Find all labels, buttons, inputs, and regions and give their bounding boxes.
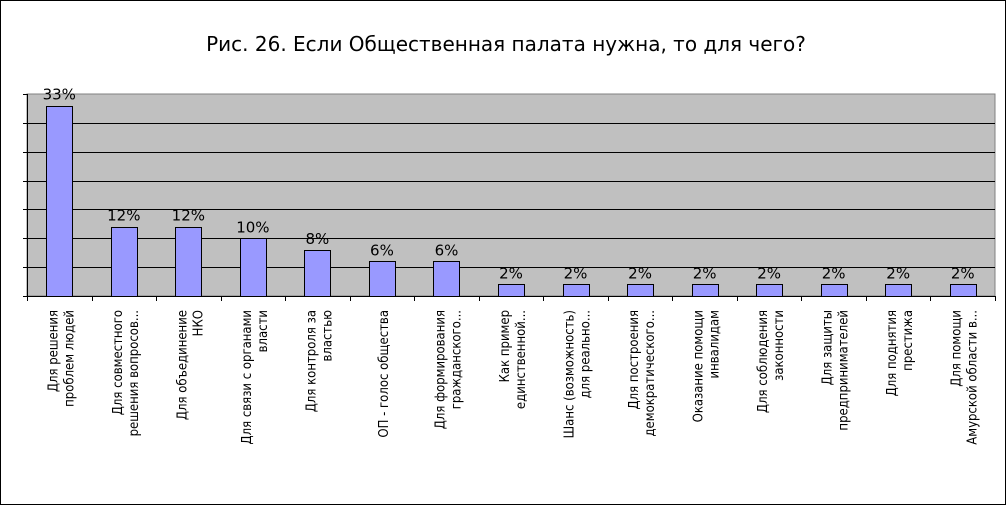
- x-tick-label-line: Для защиты: [821, 310, 836, 385]
- x-tick-label-line: решения вопросов...: [127, 310, 142, 436]
- data-label: 2%: [757, 264, 781, 282]
- data-label: 6%: [435, 241, 459, 259]
- bar: [885, 284, 912, 297]
- x-tick-label-line: Для объединение: [175, 310, 190, 420]
- x-tick-label-line: для реально...: [579, 310, 594, 398]
- bar: [175, 227, 202, 297]
- x-tick-label-line: НКО: [191, 310, 206, 336]
- bar: [433, 261, 460, 297]
- data-label: 10%: [236, 218, 269, 236]
- data-label: 2%: [564, 264, 588, 282]
- x-tick-label-line: Для формирования: [433, 310, 448, 429]
- x-tick-label-line: Для совместного: [111, 310, 126, 415]
- bar: [369, 261, 396, 297]
- x-tick-label-line: демократического...: [643, 310, 658, 437]
- data-label: 2%: [886, 264, 910, 282]
- data-label: 6%: [370, 241, 394, 259]
- x-tick-label: Для совместногорешения вопросов...: [111, 310, 142, 436]
- x-tick-label-line: Как пример: [498, 310, 513, 382]
- x-tick-label-line: Шанс (возможность): [563, 310, 578, 438]
- x-tick-label-line: Для помощи: [950, 310, 965, 387]
- bar: [46, 106, 73, 297]
- bar: [821, 284, 848, 297]
- data-label: 12%: [107, 207, 140, 225]
- bar: [950, 284, 977, 297]
- data-label: 8%: [306, 230, 330, 248]
- bar: [756, 284, 783, 297]
- x-tick-label-line: ОП - голос общества: [377, 310, 392, 438]
- x-tick-label: Для соблюдениязаконности: [756, 310, 787, 413]
- data-label: 12%: [172, 207, 205, 225]
- data-label: 2%: [951, 264, 975, 282]
- bar: [692, 284, 719, 297]
- bar: [240, 238, 267, 297]
- x-tick-label-line: проблем людей: [62, 310, 77, 407]
- x-tick-label-line: Для построения: [627, 310, 642, 409]
- plot-area: 33% Для решенияпроблем людей 12% Для совмес…: [23, 86, 996, 445]
- x-tick-label: Для связи с органамивласти: [240, 310, 271, 445]
- x-tick-label-line: власти: [256, 310, 271, 352]
- data-label: 2%: [628, 264, 652, 282]
- x-tick-label-line: единственной...: [514, 310, 529, 409]
- x-tick-label-line: Для контроля за: [304, 310, 319, 412]
- data-label: 2%: [499, 264, 523, 282]
- x-tick-label: ОП - голос общества: [377, 310, 392, 438]
- x-tick-label: Для помощиАмурской области в...: [950, 310, 981, 445]
- x-tick-label-line: престижа: [901, 310, 916, 371]
- x-tick-label: Для построениядемократического...: [627, 310, 658, 437]
- x-tick-label: Как примерединственной...: [498, 310, 529, 409]
- x-tick-label-line: предпринимателей: [837, 310, 852, 431]
- x-tick-label-line: Амурской области в...: [966, 310, 981, 445]
- bar: [498, 284, 525, 297]
- x-tick-label-line: Для соблюдения: [756, 310, 771, 413]
- x-tick-label: Для контроля завластью: [304, 310, 335, 412]
- x-tick-label: Оказание помощиинвалидам: [692, 310, 723, 422]
- bar: [304, 250, 331, 297]
- bar: [563, 284, 590, 297]
- x-tick-label: Для защитыпредпринимателей: [821, 310, 852, 431]
- data-label: 2%: [822, 264, 846, 282]
- x-tick-label-line: Для решения: [46, 310, 61, 392]
- x-tick-label-line: Оказание помощи: [692, 310, 707, 422]
- bar: [627, 284, 654, 297]
- x-tick-label: Шанс (возможность)для реально...: [563, 310, 594, 438]
- x-tick-label-line: законности: [772, 310, 787, 381]
- bar: [111, 227, 138, 297]
- data-label: 33%: [43, 86, 76, 104]
- chart-title: Рис. 26. Если Общественная палата нужна,…: [206, 32, 806, 56]
- x-tick-label-line: Для связи с органами: [240, 310, 255, 445]
- x-tick-label: Для поднятияпрестижа: [885, 310, 916, 396]
- x-tick-label-line: гражданского...: [449, 310, 464, 409]
- x-tick-label: Для формированиягражданского...: [433, 310, 464, 429]
- x-tick-label: Для решенияпроблем людей: [46, 310, 77, 407]
- x-tick-label-line: властью: [320, 310, 335, 362]
- x-tick-label-line: Для поднятия: [885, 310, 900, 396]
- data-label: 2%: [693, 264, 717, 282]
- x-tick-label-line: инвалидам: [708, 310, 723, 378]
- x-tick-label: Для объединениеНКО: [175, 310, 206, 420]
